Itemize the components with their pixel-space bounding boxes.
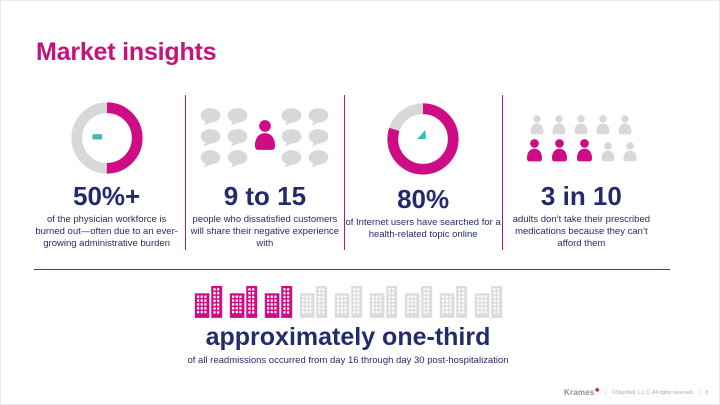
speech-bubble-icon (227, 128, 248, 147)
stat-card-medication-affordability: 3 in 10 adults don’t take their prescrib… (501, 95, 660, 250)
people-row-top (524, 114, 639, 135)
speech-bubble-icon (281, 107, 302, 126)
buildings-icon (229, 286, 257, 318)
person-icon (526, 138, 542, 161)
stat-value: 80% (397, 184, 450, 214)
speech-bubble-icon (200, 149, 221, 168)
person-icon (530, 114, 544, 134)
buildings-row-icon (0, 284, 696, 319)
person-icon (251, 118, 279, 155)
stat-card-physician-burnout: 50%+ of the physician workforce is burne… (28, 95, 185, 250)
stat-value: 3 in 10 (540, 181, 622, 211)
buildings-icon (474, 286, 502, 318)
buildings-icon (439, 286, 467, 318)
speech-bubble-icon (281, 128, 302, 147)
footer-separator: | (605, 389, 607, 396)
footer-separator: | (698, 389, 701, 396)
speech-bubble-icon (308, 149, 329, 168)
slide-footer: Krames❖ | ©StayWell, L.L.C. All rights r… (564, 388, 708, 397)
speech-bubble-icon (200, 107, 221, 126)
stat-description: of the physician workforce is burned out… (35, 214, 178, 249)
donut-chart-50-icon (71, 101, 143, 174)
readmissions-section: approximately one-third of all readmissi… (0, 284, 696, 366)
page-title: Market insights (36, 38, 217, 66)
person-icon (623, 141, 637, 161)
buildings-icon (194, 286, 222, 318)
buildings-icon (334, 286, 362, 318)
speech-bubble-icon (200, 128, 221, 147)
person-icon (552, 114, 566, 134)
page-number: 8 (705, 389, 708, 396)
people-row-bottom (524, 138, 639, 162)
teal-triangle-icon (417, 129, 427, 139)
logo-mark-icon: ❖ (594, 388, 601, 394)
person-icon (551, 138, 567, 161)
buildings-icon (369, 286, 397, 318)
speech-bubble-icon (308, 107, 329, 126)
speech-bubble-icon (227, 149, 248, 168)
copyright-text: ©StayWell, L.L.C. All rights reserved. (611, 389, 694, 396)
stat-value: 9 to 15 (223, 181, 307, 211)
person-icon (601, 141, 615, 161)
stat-icon-area (384, 95, 462, 183)
person-icon (574, 114, 588, 134)
stat-card-internet-health-search: 80% of Internet users have searched for … (343, 95, 502, 250)
stat-icon-area (524, 95, 639, 180)
stat-description: people who dissatisfied customers will s… (190, 214, 340, 249)
readmissions-value: approximately one-third (205, 323, 491, 351)
buildings-icon (264, 286, 292, 318)
readmissions-description: of all readmissions occurred from day 16… (187, 355, 509, 366)
stat-icon-area (199, 95, 331, 180)
stat-icon-area (68, 95, 146, 180)
person-icon (596, 114, 610, 134)
stat-value: 50%+ (73, 181, 141, 211)
people-grid-icon (524, 114, 639, 162)
speech-bubble-icon (281, 149, 302, 168)
krames-logo: Krames❖ (563, 388, 601, 397)
donut-chart-80-icon (387, 103, 459, 175)
speech-bubbles-grid-icon (199, 107, 331, 168)
teal-dash-icon (92, 133, 102, 139)
stat-description: adults don’t take their prescribed medic… (512, 214, 651, 249)
person-icon (576, 138, 592, 161)
horizontal-divider (34, 269, 670, 270)
buildings-icon (404, 286, 432, 318)
stat-description: of Internet users have searched for a he… (345, 217, 501, 240)
speech-bubble-icon (227, 107, 248, 126)
speech-bubble-icon (308, 128, 329, 147)
stat-card-negative-experience: 9 to 15 people who dissatisfied customer… (185, 95, 343, 250)
stats-row: 50%+ of the physician workforce is burne… (28, 95, 660, 250)
buildings-icon (299, 286, 327, 318)
person-icon (618, 114, 632, 134)
